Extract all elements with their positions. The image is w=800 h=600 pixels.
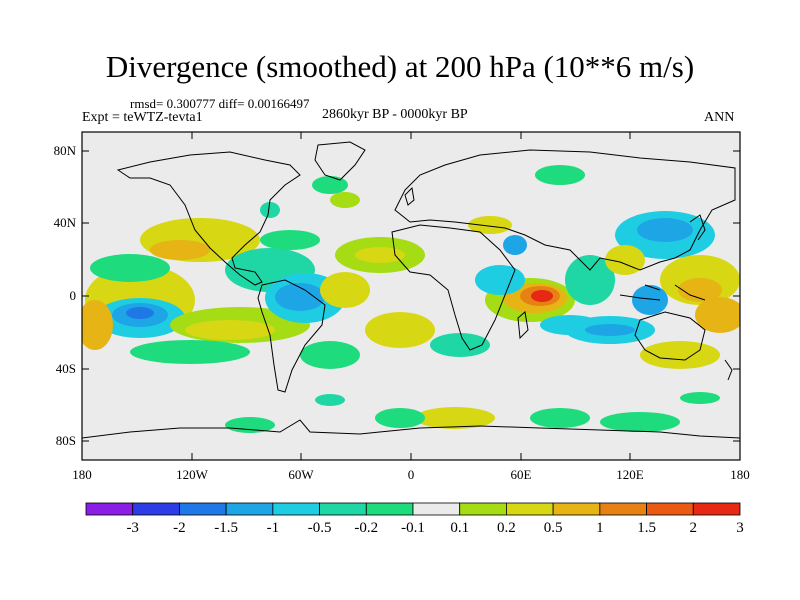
field-region bbox=[150, 240, 210, 260]
field-region bbox=[531, 290, 553, 302]
coast-north-america bbox=[116, 151, 301, 286]
coast-greenland bbox=[314, 141, 366, 181]
field-region bbox=[355, 247, 405, 263]
coast-africa bbox=[391, 224, 516, 351]
colorbar-swatch bbox=[412, 502, 461, 516]
lon-tick-label: 180 bbox=[730, 467, 750, 482]
field-region bbox=[632, 285, 668, 315]
colorbar bbox=[85, 502, 741, 516]
colorbar-label: 0.2 bbox=[497, 520, 516, 536]
coast-japan bbox=[689, 214, 706, 241]
field-region bbox=[475, 265, 525, 295]
field-region bbox=[535, 165, 585, 185]
field-region bbox=[695, 297, 740, 333]
coast-australia bbox=[634, 311, 706, 361]
field-region bbox=[565, 255, 615, 305]
lon-tick-label: 180 bbox=[72, 467, 92, 482]
lon-tick-label: 60E bbox=[510, 467, 532, 482]
coast-eurasia bbox=[394, 149, 736, 271]
colorbar-label: -1.5 bbox=[214, 520, 238, 536]
colorbar-label: 1.5 bbox=[637, 520, 656, 536]
field-region bbox=[640, 341, 720, 369]
field-region bbox=[312, 176, 348, 194]
field-region bbox=[678, 278, 722, 302]
colorbar-swatch bbox=[599, 502, 647, 516]
colorbar-swatch bbox=[365, 502, 414, 516]
colorbar-swatch bbox=[225, 502, 274, 516]
field-region bbox=[126, 307, 154, 319]
field-region bbox=[320, 272, 370, 308]
coast-new-zealand bbox=[724, 359, 733, 381]
field-region bbox=[315, 394, 345, 406]
colorbar-swatch bbox=[459, 502, 507, 516]
coast-antarctica bbox=[82, 419, 740, 439]
field-region bbox=[585, 324, 635, 336]
field-region bbox=[600, 412, 680, 432]
field-region bbox=[530, 408, 590, 428]
lat-tick-marks bbox=[82, 150, 740, 442]
field-region bbox=[330, 192, 360, 208]
colorbar-swatch bbox=[646, 502, 694, 516]
coast-indonesia bbox=[619, 284, 706, 301]
colorbar-swatch bbox=[179, 502, 227, 516]
colorbar-swatch bbox=[506, 502, 554, 516]
lat-tick-label: 0 bbox=[69, 288, 77, 303]
coast-madagascar bbox=[517, 311, 529, 340]
field-region bbox=[82, 300, 113, 350]
coastlines bbox=[82, 141, 740, 439]
colorbar-swatch bbox=[272, 502, 320, 516]
field-region bbox=[415, 407, 495, 429]
lon-tick-label: 120E bbox=[616, 467, 644, 482]
field-region bbox=[300, 341, 360, 369]
field-region bbox=[130, 340, 250, 364]
rmsd-diff-stats: rmsd= 0.300777 diff= 0.00166497 bbox=[130, 96, 310, 111]
colorbar-label: 2 bbox=[689, 520, 698, 536]
colorbar-label: -0.5 bbox=[307, 520, 332, 536]
field-region bbox=[260, 202, 280, 218]
lon-tick-label: 0 bbox=[407, 467, 415, 482]
colorbar-label: 1 bbox=[596, 520, 604, 536]
colorbar-swatch bbox=[132, 502, 180, 516]
field-region bbox=[275, 283, 325, 311]
field-region bbox=[375, 408, 425, 428]
field-region bbox=[468, 216, 512, 234]
colorbar-swatch bbox=[319, 502, 367, 516]
coast-south-america bbox=[257, 279, 326, 393]
colorbar-label: -3 bbox=[126, 520, 139, 536]
lon-tick-marks bbox=[81, 132, 741, 460]
period-label: 2860kyr BP - 0000kyr BP bbox=[322, 107, 468, 122]
colorbar-label: -1 bbox=[266, 520, 280, 536]
season-label: ANN bbox=[704, 110, 735, 125]
field-region bbox=[680, 392, 720, 404]
experiment-label: Expt = teWTZ-tevta1 bbox=[82, 110, 203, 125]
colorbar-label: -0.2 bbox=[354, 520, 379, 536]
lat-tick-label: 80N bbox=[53, 143, 76, 158]
field-region bbox=[365, 312, 435, 348]
colorbar-label: 0.1 bbox=[450, 520, 470, 536]
colorbar-label: 0.5 bbox=[543, 520, 563, 536]
field-region bbox=[260, 230, 320, 250]
colorbar-swatch bbox=[692, 502, 741, 516]
field-region bbox=[430, 333, 490, 357]
colorbar-label: -2 bbox=[173, 520, 186, 536]
field-region bbox=[90, 254, 170, 282]
map-title: Divergence (smoothed) at 200 hPa (10**6 … bbox=[105, 49, 695, 84]
coast-uk bbox=[404, 186, 415, 206]
colorbar-label: 3 bbox=[736, 520, 744, 536]
lon-tick-label: 120W bbox=[176, 467, 208, 482]
field-region bbox=[185, 320, 275, 340]
field-region bbox=[637, 218, 693, 242]
lat-tick-label: 40S bbox=[55, 361, 76, 376]
colorbar-swatch bbox=[85, 502, 134, 516]
lat-tick-label: 40N bbox=[53, 215, 76, 230]
lat-tick-label: 80S bbox=[55, 433, 76, 448]
lon-tick-label: 60W bbox=[288, 467, 314, 482]
colorbar-label: -0.1 bbox=[401, 520, 425, 536]
colorbar-swatch bbox=[552, 502, 601, 516]
field-region bbox=[503, 235, 527, 255]
